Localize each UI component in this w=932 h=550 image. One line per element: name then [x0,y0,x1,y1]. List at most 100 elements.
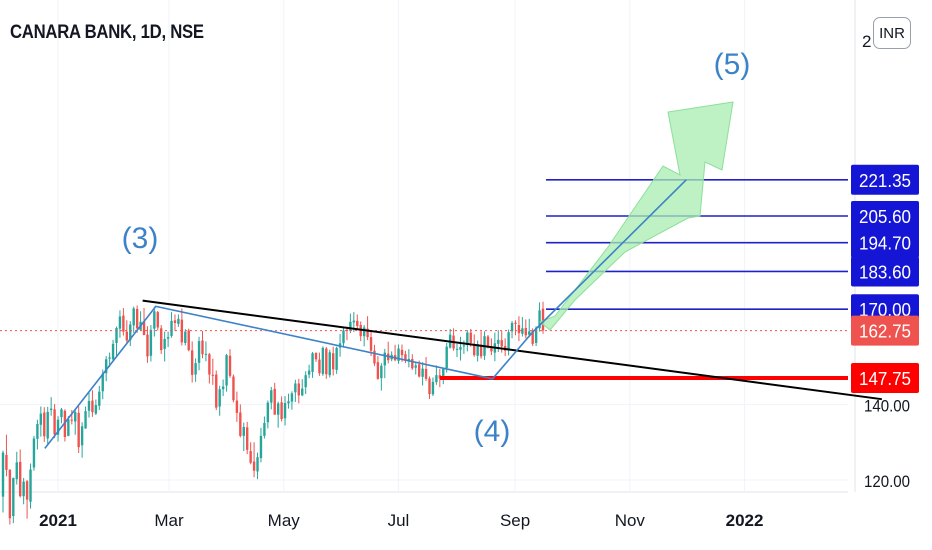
candle-body [362,327,366,337]
forecast-arrow [539,101,734,331]
candles [1,301,545,525]
candle-body [18,461,22,497]
candle-body [132,308,135,326]
x-tick-label: 2021 [39,511,77,530]
candle-body [349,321,352,331]
candle-body [314,352,318,360]
candle-body [15,462,18,480]
candle-body [301,388,304,396]
candle-body [104,359,108,374]
candle-body [204,353,208,355]
candle-body [84,411,87,429]
candle-body [510,322,514,332]
candle-body [421,368,424,377]
candle-body [376,362,380,379]
x-tick-label: Sep [500,511,530,530]
candle-body [56,419,60,435]
candle-body [177,318,180,324]
candle-body [424,368,428,379]
y-tick-label-top: 2 [862,32,871,51]
candle-body [77,412,80,448]
candle-body [273,388,276,415]
candle-body [366,328,369,338]
price-tags: 221.35 205.60 194.70 183.60 170.00 147.75 162.… [851,164,919,393]
candle-body [404,354,407,361]
candle-body [173,320,177,323]
price-tag-label: 221.35 [859,171,911,191]
wave-labels: (3) (4) (5) [122,48,751,448]
candle-body [528,331,531,335]
candle-body [534,327,538,343]
candle-body [524,328,528,336]
x-tick-label: Mar [154,511,184,530]
candle-body [46,411,49,439]
candle-body [201,340,204,355]
candle-body [417,364,421,377]
wave-path [44,179,687,449]
wave-label-4: (4) [474,415,511,448]
candle-body [517,325,521,334]
candle-body [486,336,490,347]
y-axis[interactable]: 120.00 140.00 2 [862,32,910,491]
candle-body [108,357,111,359]
candle-body [70,419,73,421]
candle-body [507,332,510,351]
candle-body [328,352,331,376]
candle-body [91,400,94,413]
candle-body [287,401,290,404]
price-tag-label: 194.70 [859,234,911,254]
candle-body [235,400,239,413]
candle-body [473,344,476,356]
candle-body [438,375,442,379]
candle-body [39,413,43,425]
candle-body [190,350,194,375]
candle-body [270,390,273,403]
candle-body [414,365,417,368]
candle-body [115,328,118,343]
price-tag-label: 205.60 [859,207,911,227]
candle-body [43,412,46,437]
candle-body [256,457,259,472]
x-tick-label: May [268,511,301,530]
candle-body [32,438,36,468]
candle-body [373,350,376,364]
candle-body [411,358,414,369]
candle-body [297,383,300,396]
candle-body [5,454,8,470]
price-tag-box [851,164,919,195]
candle-body [8,469,12,519]
candle-body [29,469,32,502]
x-tick-label: 2022 [726,511,764,530]
candle-body [208,354,211,375]
candle-body [455,348,459,350]
candle-body [497,339,500,344]
candle-body [383,352,386,366]
candle-body [397,348,400,361]
candle-body [541,308,545,331]
chart-title: CANARA BANK, 1D, NSE [10,22,204,43]
candle-body [53,409,56,435]
candle-body [521,328,524,334]
candle-body [331,353,335,370]
candle-body [242,426,245,436]
candle-body [184,331,187,343]
candle-body [160,328,163,351]
candle-body [469,332,472,343]
candle-body [74,412,77,422]
grid [0,0,856,493]
candle-body [22,481,25,497]
currency-button[interactable]: INR [873,17,911,49]
candle-body [380,365,383,379]
candle-body [356,320,359,326]
candle-body [125,331,129,341]
candle-body [118,316,122,329]
price-tag-box [851,227,919,258]
candle-body [25,481,29,500]
candle-body [153,311,156,329]
candle-body [1,452,5,497]
price-tag-label: 147.75 [859,369,911,389]
candle-body [280,402,283,419]
candle-body [490,346,493,352]
candle-body [194,363,197,375]
